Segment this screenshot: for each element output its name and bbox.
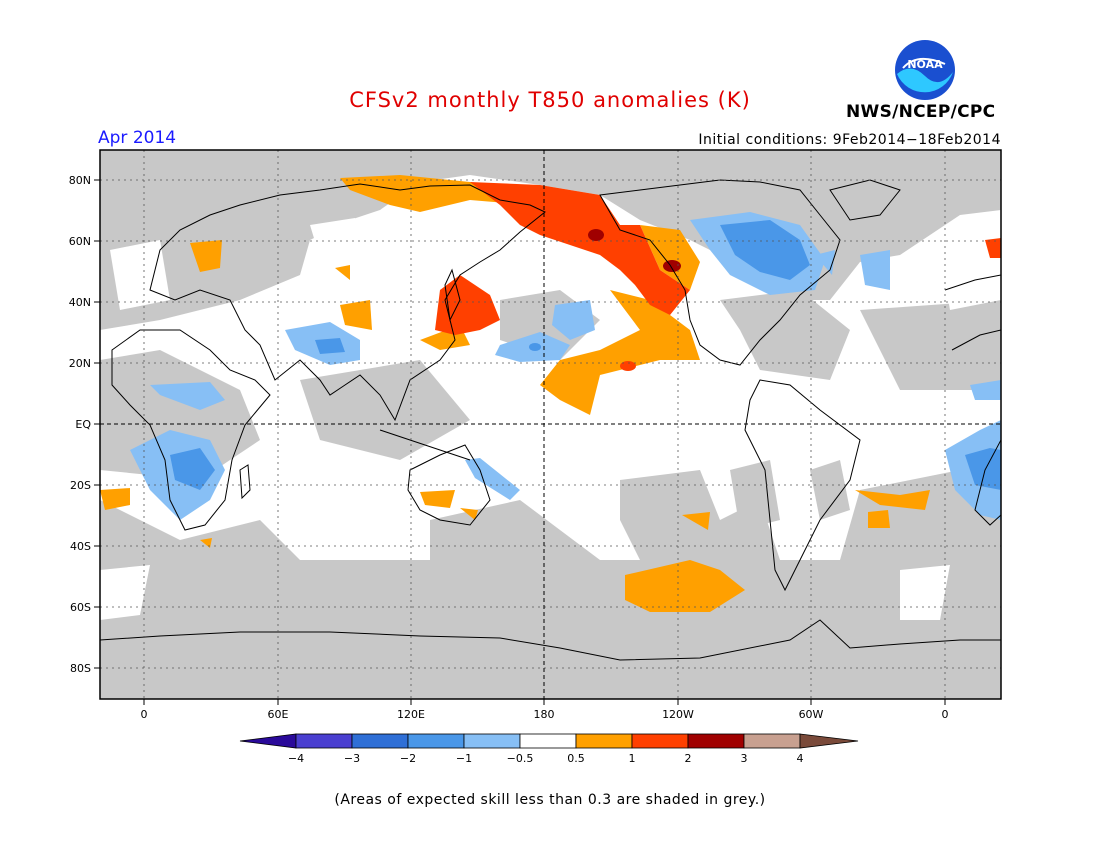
lon-label: 120E [397, 708, 425, 721]
lon-label: 180 [534, 708, 555, 721]
colorbar-label: −3 [344, 752, 360, 765]
strong-cool-anomaly-areas [170, 220, 1001, 490]
colorbar-segment [575, 733, 633, 749]
colorbar-label: 2 [685, 752, 692, 765]
lat-ticks [94, 179, 100, 669]
lat-label: 20N [69, 357, 91, 370]
colorbar-label: −0.5 [507, 752, 534, 765]
colorbar-label: 4 [797, 752, 804, 765]
forecast-period: Apr 2014 [98, 128, 177, 148]
colorbar-segment [351, 733, 409, 749]
lon-label: 120W [662, 708, 694, 721]
colorbar-label: −1 [456, 752, 472, 765]
lon-ticks [143, 699, 946, 705]
lat-label: 40N [69, 296, 91, 309]
equator-dateline [100, 150, 1001, 699]
lon-label: 60E [268, 708, 289, 721]
lon-label: 0 [141, 708, 148, 721]
colorbar-segment [687, 733, 745, 749]
colorbar [239, 733, 859, 749]
lat-labels: 80N 60N 40N 20N EQ 20S 40S 60S 80S [69, 174, 92, 675]
colorbar-segment [631, 733, 689, 749]
skill-footnote: (Areas of expected skill less than 0.3 a… [334, 792, 766, 808]
lat-label: 80N [69, 174, 91, 187]
colorbar-label: −4 [288, 752, 304, 765]
colorbar-segment [519, 733, 577, 749]
very-strong-warm-anomaly-areas [588, 229, 681, 272]
noaa-logo: NOAA [893, 38, 957, 102]
svg-text:NOAA: NOAA [907, 58, 943, 71]
colorbar-segment [295, 733, 353, 749]
lat-label: 80S [70, 662, 91, 675]
lat-label: 40S [70, 540, 91, 553]
colorbar-segment [463, 733, 521, 749]
lat-label: 60S [70, 601, 91, 614]
colorbar-end-high [799, 733, 859, 749]
grid-lines [100, 150, 1001, 699]
colorbar-labels: −4 −3 −2 −1 −0.5 0.5 1 2 3 4 [288, 752, 804, 765]
colorbar-segment [743, 733, 801, 749]
coastlines [100, 179, 1001, 661]
initial-conditions: Initial conditions: 9Feb2014−18Feb2014 [698, 132, 1001, 148]
agency-label: NWS/NCEP/CPC [846, 102, 996, 122]
lon-labels: 0 60E 120E 180 120W 60W 0 [141, 708, 949, 721]
colorbar-label: −2 [400, 752, 416, 765]
lat-label: EQ [75, 418, 91, 431]
lon-label: 0 [942, 708, 949, 721]
colorbar-label: 3 [741, 752, 748, 765]
colorbar-label: 0.5 [567, 752, 585, 765]
colorbar-segment [407, 733, 465, 749]
colorbar-label: 1 [629, 752, 636, 765]
lon-label: 60W [799, 708, 824, 721]
lat-label: 20S [70, 479, 91, 492]
chart-title: CFSv2 monthly T850 anomalies (K) [349, 88, 751, 112]
colorbar-end-low [239, 733, 297, 749]
lat-label: 60N [69, 235, 91, 248]
warm-anomaly-areas [100, 175, 930, 612]
